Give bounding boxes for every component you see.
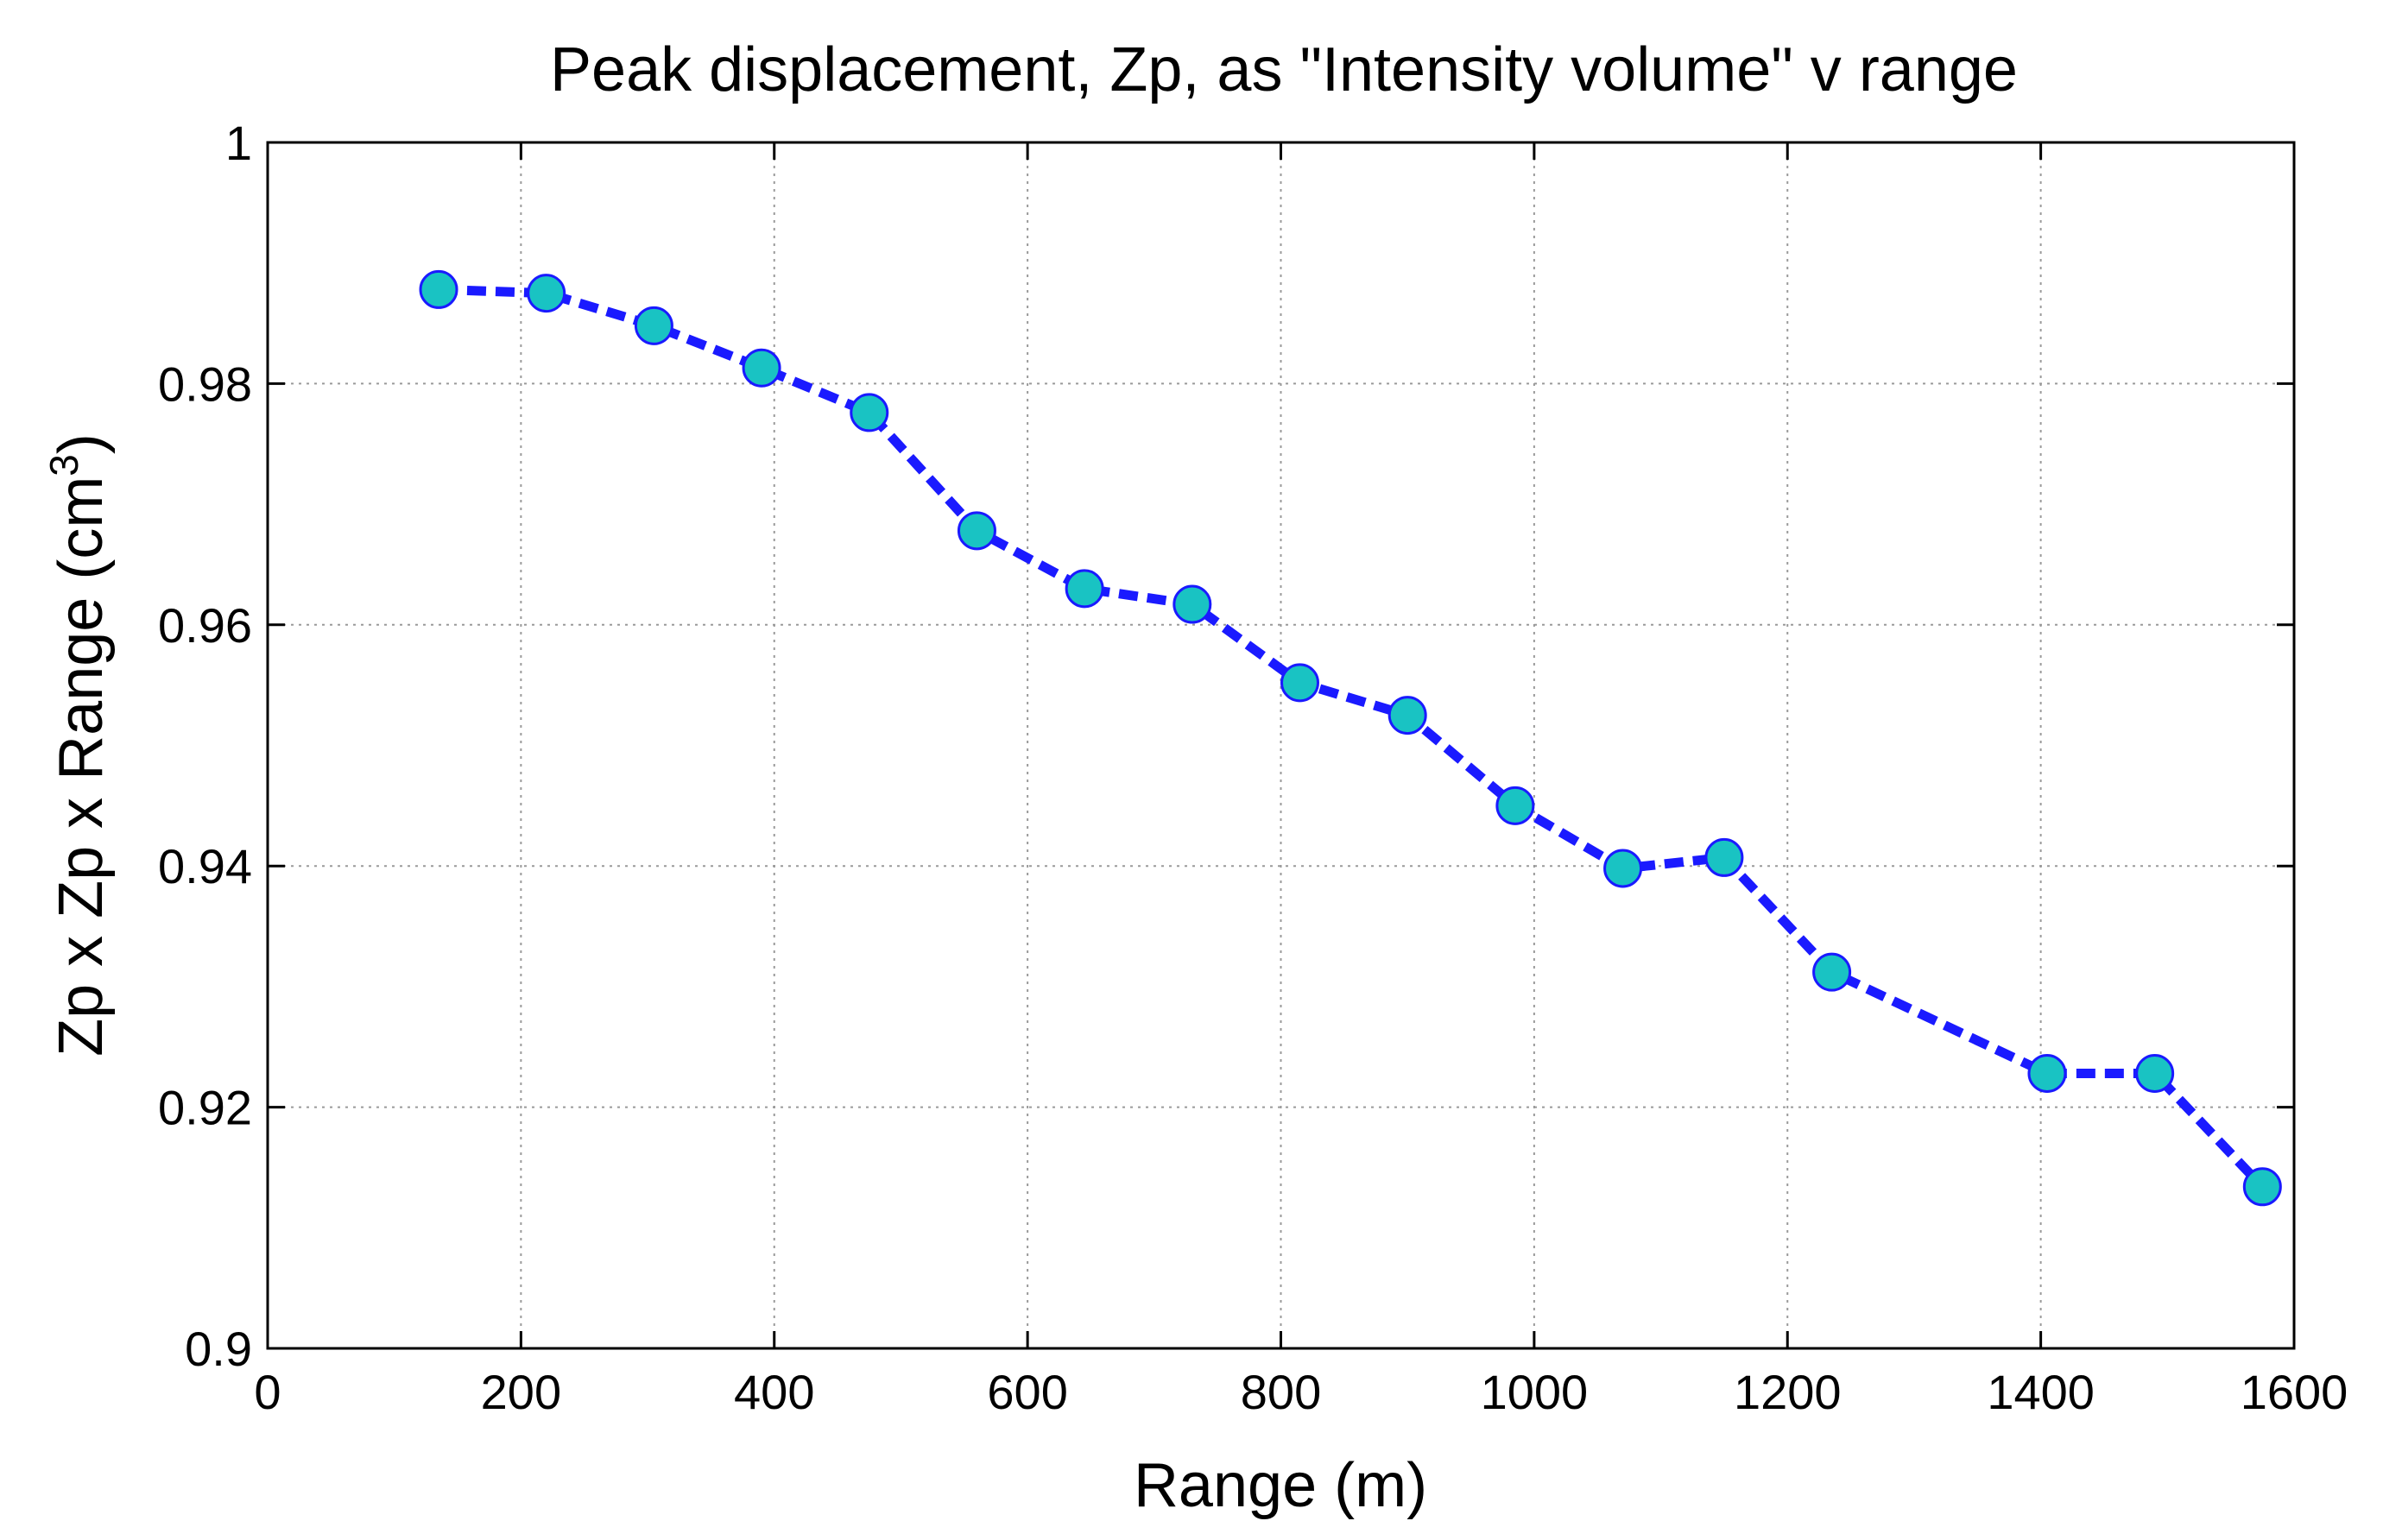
y-axis-label-suffix: ) (47, 433, 116, 454)
data-point (742, 348, 781, 388)
x-axis-label: Range (m) (1134, 1451, 1427, 1520)
data-point (1387, 696, 1427, 735)
x-tick-label: 1600 (2241, 1365, 2348, 1419)
y-tick-label: 0.9 (185, 1322, 252, 1376)
data-point (1173, 584, 1212, 624)
y-tick-label: 0.96 (158, 598, 252, 653)
y-tick-label: 0.94 (158, 839, 252, 893)
x-tick-label: 1000 (1481, 1365, 1589, 1419)
chart-title: Peak displacement, Zp, as "Intensity vol… (550, 35, 2018, 104)
data-point (1603, 849, 1643, 888)
data-point (527, 274, 566, 313)
data-series (419, 269, 2282, 1207)
data-point (850, 393, 889, 432)
data-point (1812, 952, 1852, 992)
axis-ticks (266, 141, 2296, 1350)
data-point (1280, 663, 1320, 703)
data-point (1704, 837, 1744, 877)
data-point (1495, 786, 1535, 825)
y-axis-label: Zp x Zp x Range (cm3) (41, 433, 116, 1057)
x-tick-label: 1200 (1734, 1365, 1842, 1419)
x-tick-label: 200 (481, 1365, 561, 1419)
x-axis-tick-labels: 0 200 400 600 800 1000 1200 1400 1600 (254, 1365, 2348, 1419)
x-tick-label: 600 (987, 1365, 1067, 1419)
grid (268, 142, 2294, 1348)
data-point (2027, 1053, 2067, 1093)
y-tick-label: 0.92 (158, 1081, 252, 1135)
data-point (634, 306, 673, 345)
y-tick-label: 1 (225, 116, 252, 170)
x-tick-label: 1400 (1987, 1365, 2095, 1419)
data-point (419, 269, 458, 309)
x-tick-label: 800 (1241, 1365, 1321, 1419)
data-point (957, 511, 996, 551)
y-tick-label: 0.98 (158, 357, 252, 411)
y-axis-tick-labels: 0.9 0.92 0.94 0.96 0.98 1 (158, 116, 252, 1376)
data-point (2135, 1053, 2175, 1093)
y-axis-label-main: Zp x Zp x Range (cm (47, 477, 116, 1057)
y-axis-label-superscript: 3 (41, 454, 86, 477)
data-point (2242, 1167, 2282, 1207)
x-tick-label: 400 (734, 1365, 814, 1419)
data-point (1065, 569, 1104, 609)
x-tick-label: 0 (254, 1365, 281, 1419)
